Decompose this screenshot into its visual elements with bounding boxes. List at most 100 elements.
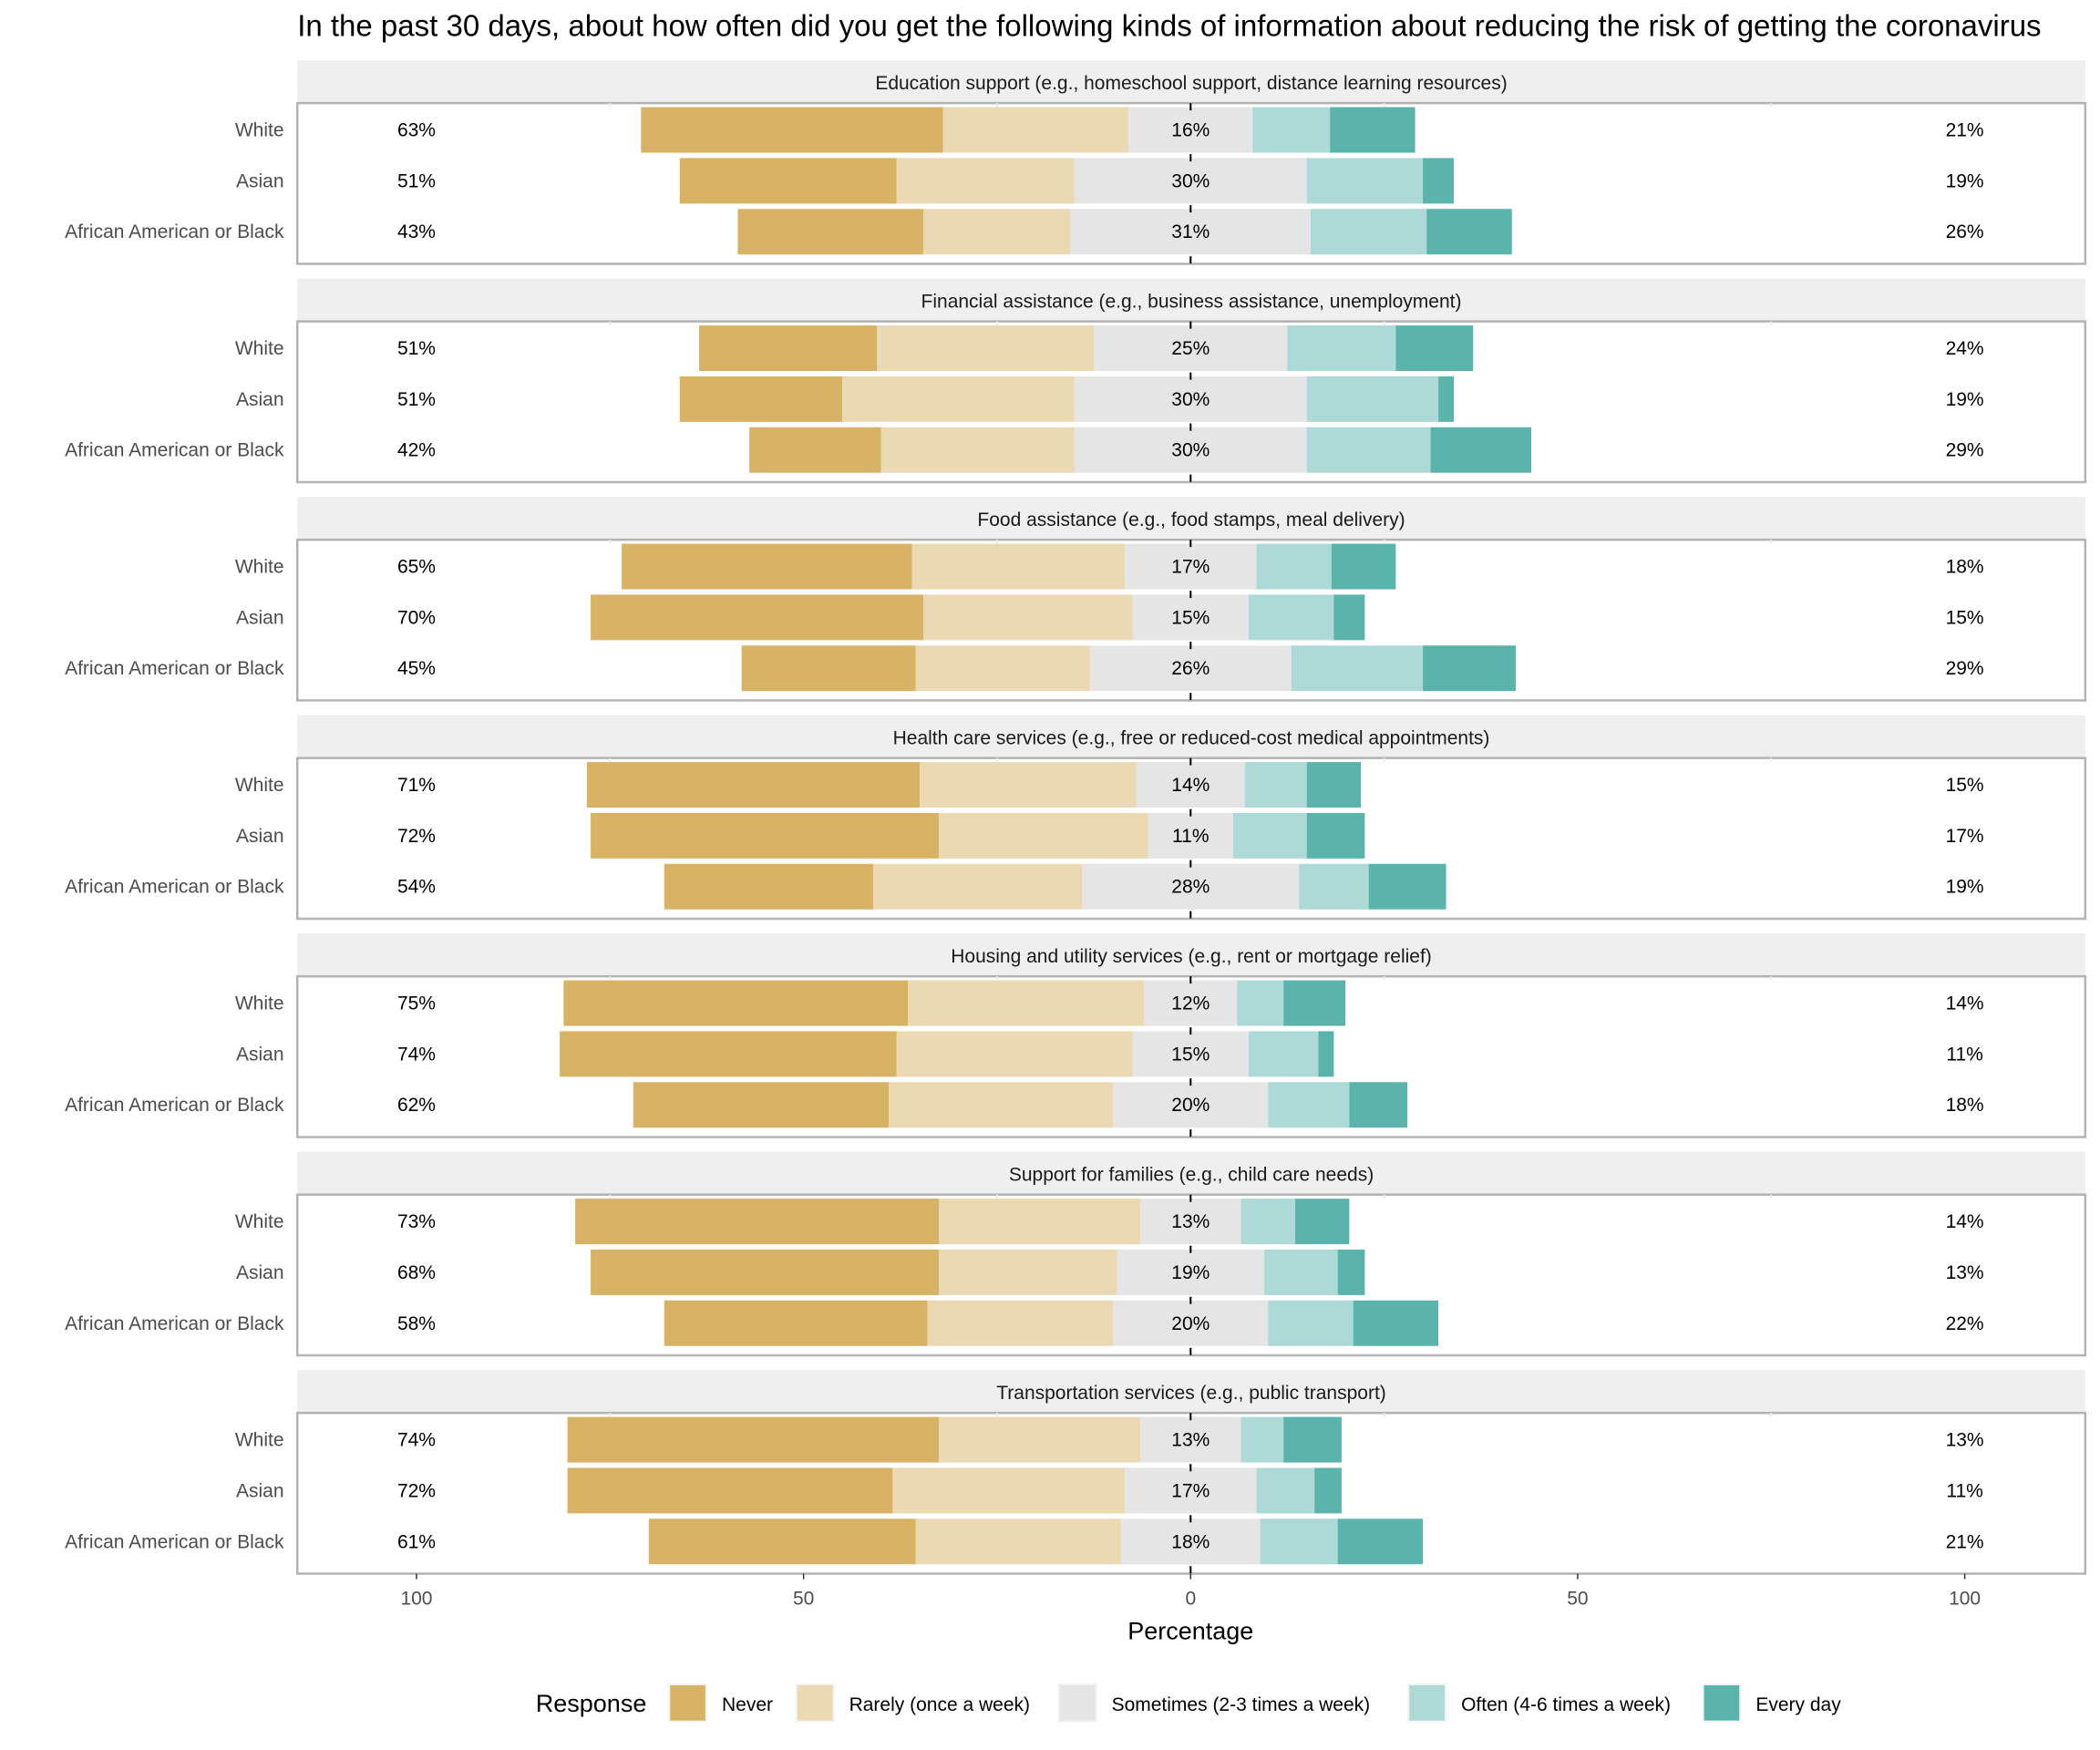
- right-percent-label: 29%: [1946, 440, 1984, 461]
- left-percent-label: 74%: [397, 1430, 436, 1451]
- y-tick-label: White: [235, 338, 284, 359]
- left-percent-label: 63%: [397, 120, 436, 141]
- bar-segment-never: [591, 1249, 940, 1295]
- x-tick-label: 100: [400, 1589, 432, 1610]
- y-tick-label: White: [235, 1211, 284, 1232]
- bar-segment-never: [679, 376, 843, 422]
- facet-strip: [297, 60, 2085, 104]
- y-tick-label: White: [235, 557, 284, 578]
- center-percent-label: 18%: [1171, 1531, 1210, 1552]
- bar-segment-never: [575, 1199, 940, 1245]
- bar-segment-every-day: [1349, 1082, 1408, 1128]
- bar-segment-sometimes: [1140, 1199, 1241, 1245]
- bar-segment-every-day: [1331, 543, 1396, 590]
- bar-segment-sometimes: [1089, 645, 1292, 692]
- y-tick-label: White: [235, 1430, 284, 1451]
- bar-segment-often: [1240, 1199, 1295, 1245]
- left-percent-label: 61%: [397, 1531, 436, 1552]
- left-percent-label: 68%: [397, 1262, 436, 1283]
- bar-segment-often: [1310, 209, 1427, 255]
- y-tick-label: African American or Black: [65, 1095, 284, 1116]
- y-tick-label: African American or Black: [65, 1531, 284, 1552]
- facet-strip: [297, 715, 2085, 758]
- bar-segment-often: [1268, 1300, 1354, 1346]
- y-tick-label: African American or Black: [65, 658, 284, 679]
- x-tick-label: 100: [1949, 1589, 1981, 1610]
- bar-segment-often: [1256, 543, 1332, 590]
- bar-segment-every-day: [1318, 1031, 1334, 1077]
- legend-title: Response: [536, 1690, 647, 1717]
- center-percent-label: 30%: [1171, 170, 1210, 191]
- x-tick-label: 50: [1567, 1589, 1588, 1610]
- bar-segment-rarely: [942, 107, 1129, 153]
- bar-segment-rarely: [939, 1199, 1141, 1245]
- bar-segment-never: [664, 863, 874, 910]
- bar-segment-every-day: [1337, 1249, 1365, 1295]
- bar-segment-sometimes: [1094, 325, 1288, 372]
- bar-segment-rarely: [915, 645, 1090, 692]
- bar-segment-sometimes: [1117, 1249, 1264, 1295]
- right-percent-label: 18%: [1946, 557, 1984, 578]
- left-percent-label: 70%: [397, 607, 436, 628]
- bar-segment-never: [622, 543, 912, 590]
- right-percent-label: 21%: [1946, 1531, 1984, 1552]
- right-percent-label: 26%: [1946, 221, 1984, 242]
- bar-segment-every-day: [1330, 107, 1415, 153]
- y-tick-label: White: [235, 775, 284, 796]
- bar-segment-every-day: [1283, 980, 1346, 1026]
- legend-entry-label: Every day: [1755, 1694, 1841, 1715]
- bar-segment-often: [1248, 1031, 1319, 1077]
- legend-key-swatch: [1059, 1685, 1096, 1721]
- bar-segment-sometimes: [1074, 427, 1307, 473]
- y-tick-label: African American or Black: [65, 440, 284, 461]
- facet-strip-label: Support for families (e.g., child care n…: [1009, 1165, 1374, 1186]
- y-tick-label: Asian: [236, 389, 284, 410]
- center-percent-label: 17%: [1171, 557, 1210, 578]
- bar-segment-every-day: [1294, 1199, 1350, 1245]
- center-percent-label: 14%: [1171, 775, 1210, 796]
- bar-segment-often: [1287, 325, 1396, 372]
- bar-segment-sometimes: [1144, 980, 1238, 1026]
- center-percent-label: 28%: [1171, 877, 1210, 898]
- bar-segment-every-day: [1314, 1467, 1342, 1514]
- bar-segment-sometimes: [1082, 863, 1300, 910]
- bar-segment-rarely: [880, 427, 1075, 473]
- center-percent-label: 25%: [1171, 338, 1210, 359]
- left-percent-label: 71%: [397, 775, 436, 796]
- right-percent-label: 15%: [1946, 775, 1984, 796]
- facet-panels: Education support (e.g., homeschool supp…: [65, 60, 2087, 1575]
- left-percent-label: 51%: [397, 170, 436, 191]
- center-percent-label: 26%: [1171, 658, 1210, 679]
- right-percent-label: 11%: [1946, 1480, 1982, 1501]
- facet-panel: Education support (e.g., homeschool supp…: [65, 60, 2087, 265]
- left-percent-label: 74%: [397, 1044, 436, 1065]
- right-percent-label: 19%: [1946, 170, 1984, 191]
- bar-segment-never: [567, 1467, 893, 1514]
- left-percent-label: 42%: [397, 440, 436, 461]
- right-percent-label: 22%: [1946, 1313, 1984, 1334]
- bar-segment-rarely: [911, 543, 1126, 590]
- facet-strip-label: Health care services (e.g., free or redu…: [893, 728, 1490, 749]
- y-tick-label: African American or Black: [65, 1313, 284, 1334]
- bar-segment-sometimes: [1120, 1518, 1261, 1565]
- bar-segment-rarely: [877, 325, 1095, 372]
- bar-segment-every-day: [1395, 325, 1474, 372]
- bar-segment-every-day: [1430, 427, 1531, 473]
- center-percent-label: 30%: [1171, 440, 1210, 461]
- bar-segment-often: [1306, 427, 1431, 473]
- bar-segment-often: [1263, 1249, 1338, 1295]
- x-tick-label: 0: [1185, 1589, 1196, 1610]
- bar-segment-sometimes: [1113, 1300, 1269, 1346]
- facet-strip-label: Transportation services (e.g., public tr…: [996, 1383, 1386, 1404]
- bar-segment-never: [737, 209, 924, 255]
- legend-key-swatch: [1409, 1685, 1445, 1721]
- bar-segment-never: [641, 107, 943, 153]
- y-tick-label: Asian: [236, 1044, 284, 1065]
- left-percent-label: 65%: [397, 557, 436, 578]
- facet-panel: Food assistance (e.g., food stamps, meal…: [65, 497, 2087, 702]
- bar-segment-sometimes: [1140, 1416, 1241, 1463]
- bar-segment-often: [1268, 1082, 1350, 1128]
- y-tick-label: Asian: [236, 170, 284, 191]
- center-percent-label: 13%: [1171, 1430, 1210, 1451]
